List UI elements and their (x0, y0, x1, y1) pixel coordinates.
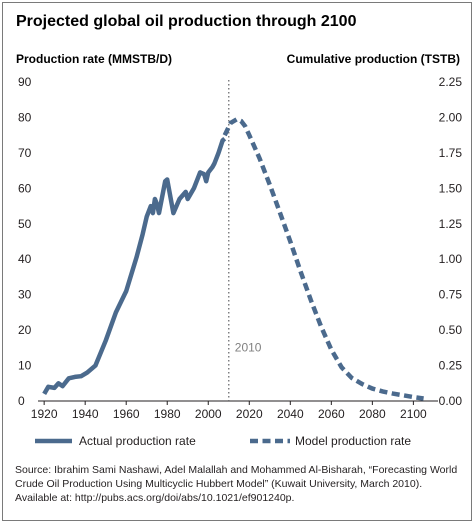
x-axis-tick-label: 2060 (318, 407, 345, 421)
right-axis-ticks: 0.00 0.25 0.50 0.75 1.00 1.25 1.50 1.75 2.00 2.25 (439, 75, 463, 408)
left-axis-title: Production rate (MMSTB/D) (16, 52, 172, 66)
x-axis-tick-label: 2080 (359, 407, 386, 421)
left-axis-tick-label: 30 (18, 288, 32, 302)
x-axis-tick-label: 2100 (400, 407, 427, 421)
left-axis-tick-label: 70 (18, 146, 32, 160)
left-axis-tick-label: 0 (18, 394, 25, 408)
right-axis-tick-label: 1.75 (439, 146, 463, 160)
legend: Actual production rate Model production … (35, 434, 411, 448)
right-axis-tick-label: 1.00 (439, 252, 463, 266)
year-2010-label: 2010 (235, 340, 262, 354)
left-axis-tick-label: 60 (18, 181, 32, 195)
left-axis-tick-label: 80 (18, 110, 32, 124)
right-axis-tick-label: 1.25 (439, 217, 463, 231)
x-axis-ticks: 1920 1940 1960 1980 2000 2020 2040 2060 2080 2100 (31, 401, 427, 421)
chart-frame (2, 2, 472, 521)
right-axis-tick-label: 0.50 (439, 323, 463, 337)
left-axis-tick-label: 40 (18, 252, 32, 266)
x-axis-tick-label: 1940 (72, 407, 99, 421)
legend-label-model: Model production rate (295, 434, 411, 448)
x-axis-tick-label: 1980 (154, 407, 181, 421)
series-actual-production-line (42, 136, 227, 396)
right-axis-tick-label: 0.00 (439, 394, 463, 408)
left-axis-tick-label: 10 (18, 359, 32, 373)
legend-label-actual: Actual production rate (79, 434, 196, 448)
x-axis-tick-label: 1920 (31, 407, 58, 421)
chart-title: Projected global oil production through … (16, 13, 357, 30)
x-axis-tick-label: 1960 (113, 407, 140, 421)
x-axis-tick-label: 2040 (277, 407, 304, 421)
left-axis-tick-label: 90 (18, 75, 32, 89)
right-axis-tick-label: 0.75 (439, 288, 463, 302)
x-axis-tick-label: 2000 (195, 407, 222, 421)
left-axis-ticks: 0 10 20 30 40 50 60 70 80 90 (18, 75, 32, 408)
right-axis-tick-label: 0.25 (439, 359, 463, 373)
series-model-production-line (222, 116, 424, 401)
left-axis-tick-label: 20 (18, 323, 32, 337)
right-axis-tick-label: 2.00 (439, 110, 463, 124)
right-axis-title: Cumulative production (TSTB) (287, 52, 460, 66)
right-axis-tick-label: 1.50 (439, 181, 463, 195)
right-axis-tick-label: 2.25 (439, 75, 463, 89)
x-axis-tick-label: 2020 (236, 407, 263, 421)
source-note: Source: Ibrahim Sami Nashawi, Adel Malal… (15, 464, 458, 504)
left-axis-tick-label: 50 (18, 217, 32, 231)
